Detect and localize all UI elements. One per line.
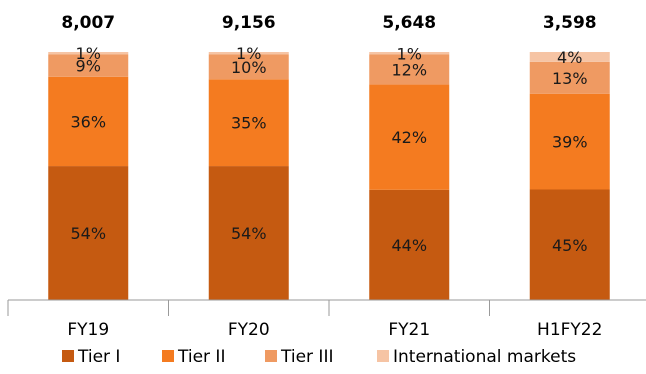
total-label: 9,156	[222, 13, 276, 33]
bar-segment-international-markets	[48, 52, 129, 55]
data-label: 12%	[391, 61, 427, 80]
bar-segment-tier-iii	[369, 54, 450, 85]
total-label: 8,007	[61, 13, 115, 33]
x-tick-label: FY19	[67, 320, 109, 340]
legend: Tier I Tier II Tier III International marke…	[62, 347, 576, 367]
data-label: 4%	[557, 48, 582, 67]
x-tick-label: FY21	[388, 320, 430, 340]
bar-segment-tier-iii	[48, 54, 129, 77]
legend-swatch	[162, 350, 174, 362]
bar-segment-tier-ii	[369, 84, 450, 190]
bar-segment-international-markets	[208, 52, 289, 55]
data-label: 36%	[70, 112, 106, 131]
legend-swatch	[62, 350, 74, 362]
bar-segment-tier-ii	[529, 93, 610, 190]
data-label: 1%	[236, 44, 261, 63]
x-axis	[7, 299, 646, 316]
x-axis-ticks: FY19 FY20 FY21 H1FY22	[67, 320, 602, 340]
bar-segment-tier-ii	[208, 79, 289, 167]
bar-segment-international-markets	[369, 52, 450, 55]
legend-swatch	[377, 350, 389, 362]
data-label: 45%	[552, 236, 588, 255]
legend-swatch	[265, 350, 277, 362]
data-label: 54%	[70, 224, 106, 243]
x-tick-label: FY20	[228, 320, 270, 340]
data-label: 10%	[231, 58, 267, 77]
bars-group: 54%36%9%1%54%35%10%1%44%42%12%1%45%39%13…	[48, 44, 610, 300]
data-label: 39%	[552, 133, 588, 152]
bar-segment-tier-ii	[48, 76, 129, 167]
total-label: 5,648	[382, 13, 436, 33]
legend-label: Tier I	[77, 347, 120, 367]
total-label: 3,598	[543, 13, 597, 33]
data-label: 9%	[76, 57, 101, 76]
data-label: 44%	[391, 236, 427, 255]
legend-label: International markets	[393, 347, 576, 367]
data-label: 13%	[552, 69, 588, 88]
bar-segment-tier-iii	[529, 61, 610, 94]
bar-segment-tier-iii	[208, 54, 289, 80]
x-tick-label: H1FY22	[537, 320, 602, 340]
data-label: 35%	[231, 114, 267, 133]
totals-group: 8,007 9,156 5,648 3,598	[61, 13, 596, 33]
data-label: 42%	[391, 128, 427, 147]
bar-segment-international-markets	[529, 52, 610, 62]
legend-label: Tier III	[280, 347, 333, 367]
bar-segment-tier-i	[529, 189, 610, 300]
legend-label: Tier II	[177, 347, 225, 367]
bar-segment-tier-i	[48, 166, 129, 300]
data-label: 54%	[231, 224, 267, 243]
bar-segment-tier-i	[369, 189, 450, 300]
bar-segment-tier-i	[208, 166, 289, 300]
data-label: 1%	[397, 44, 422, 63]
data-label: 1%	[76, 44, 101, 63]
